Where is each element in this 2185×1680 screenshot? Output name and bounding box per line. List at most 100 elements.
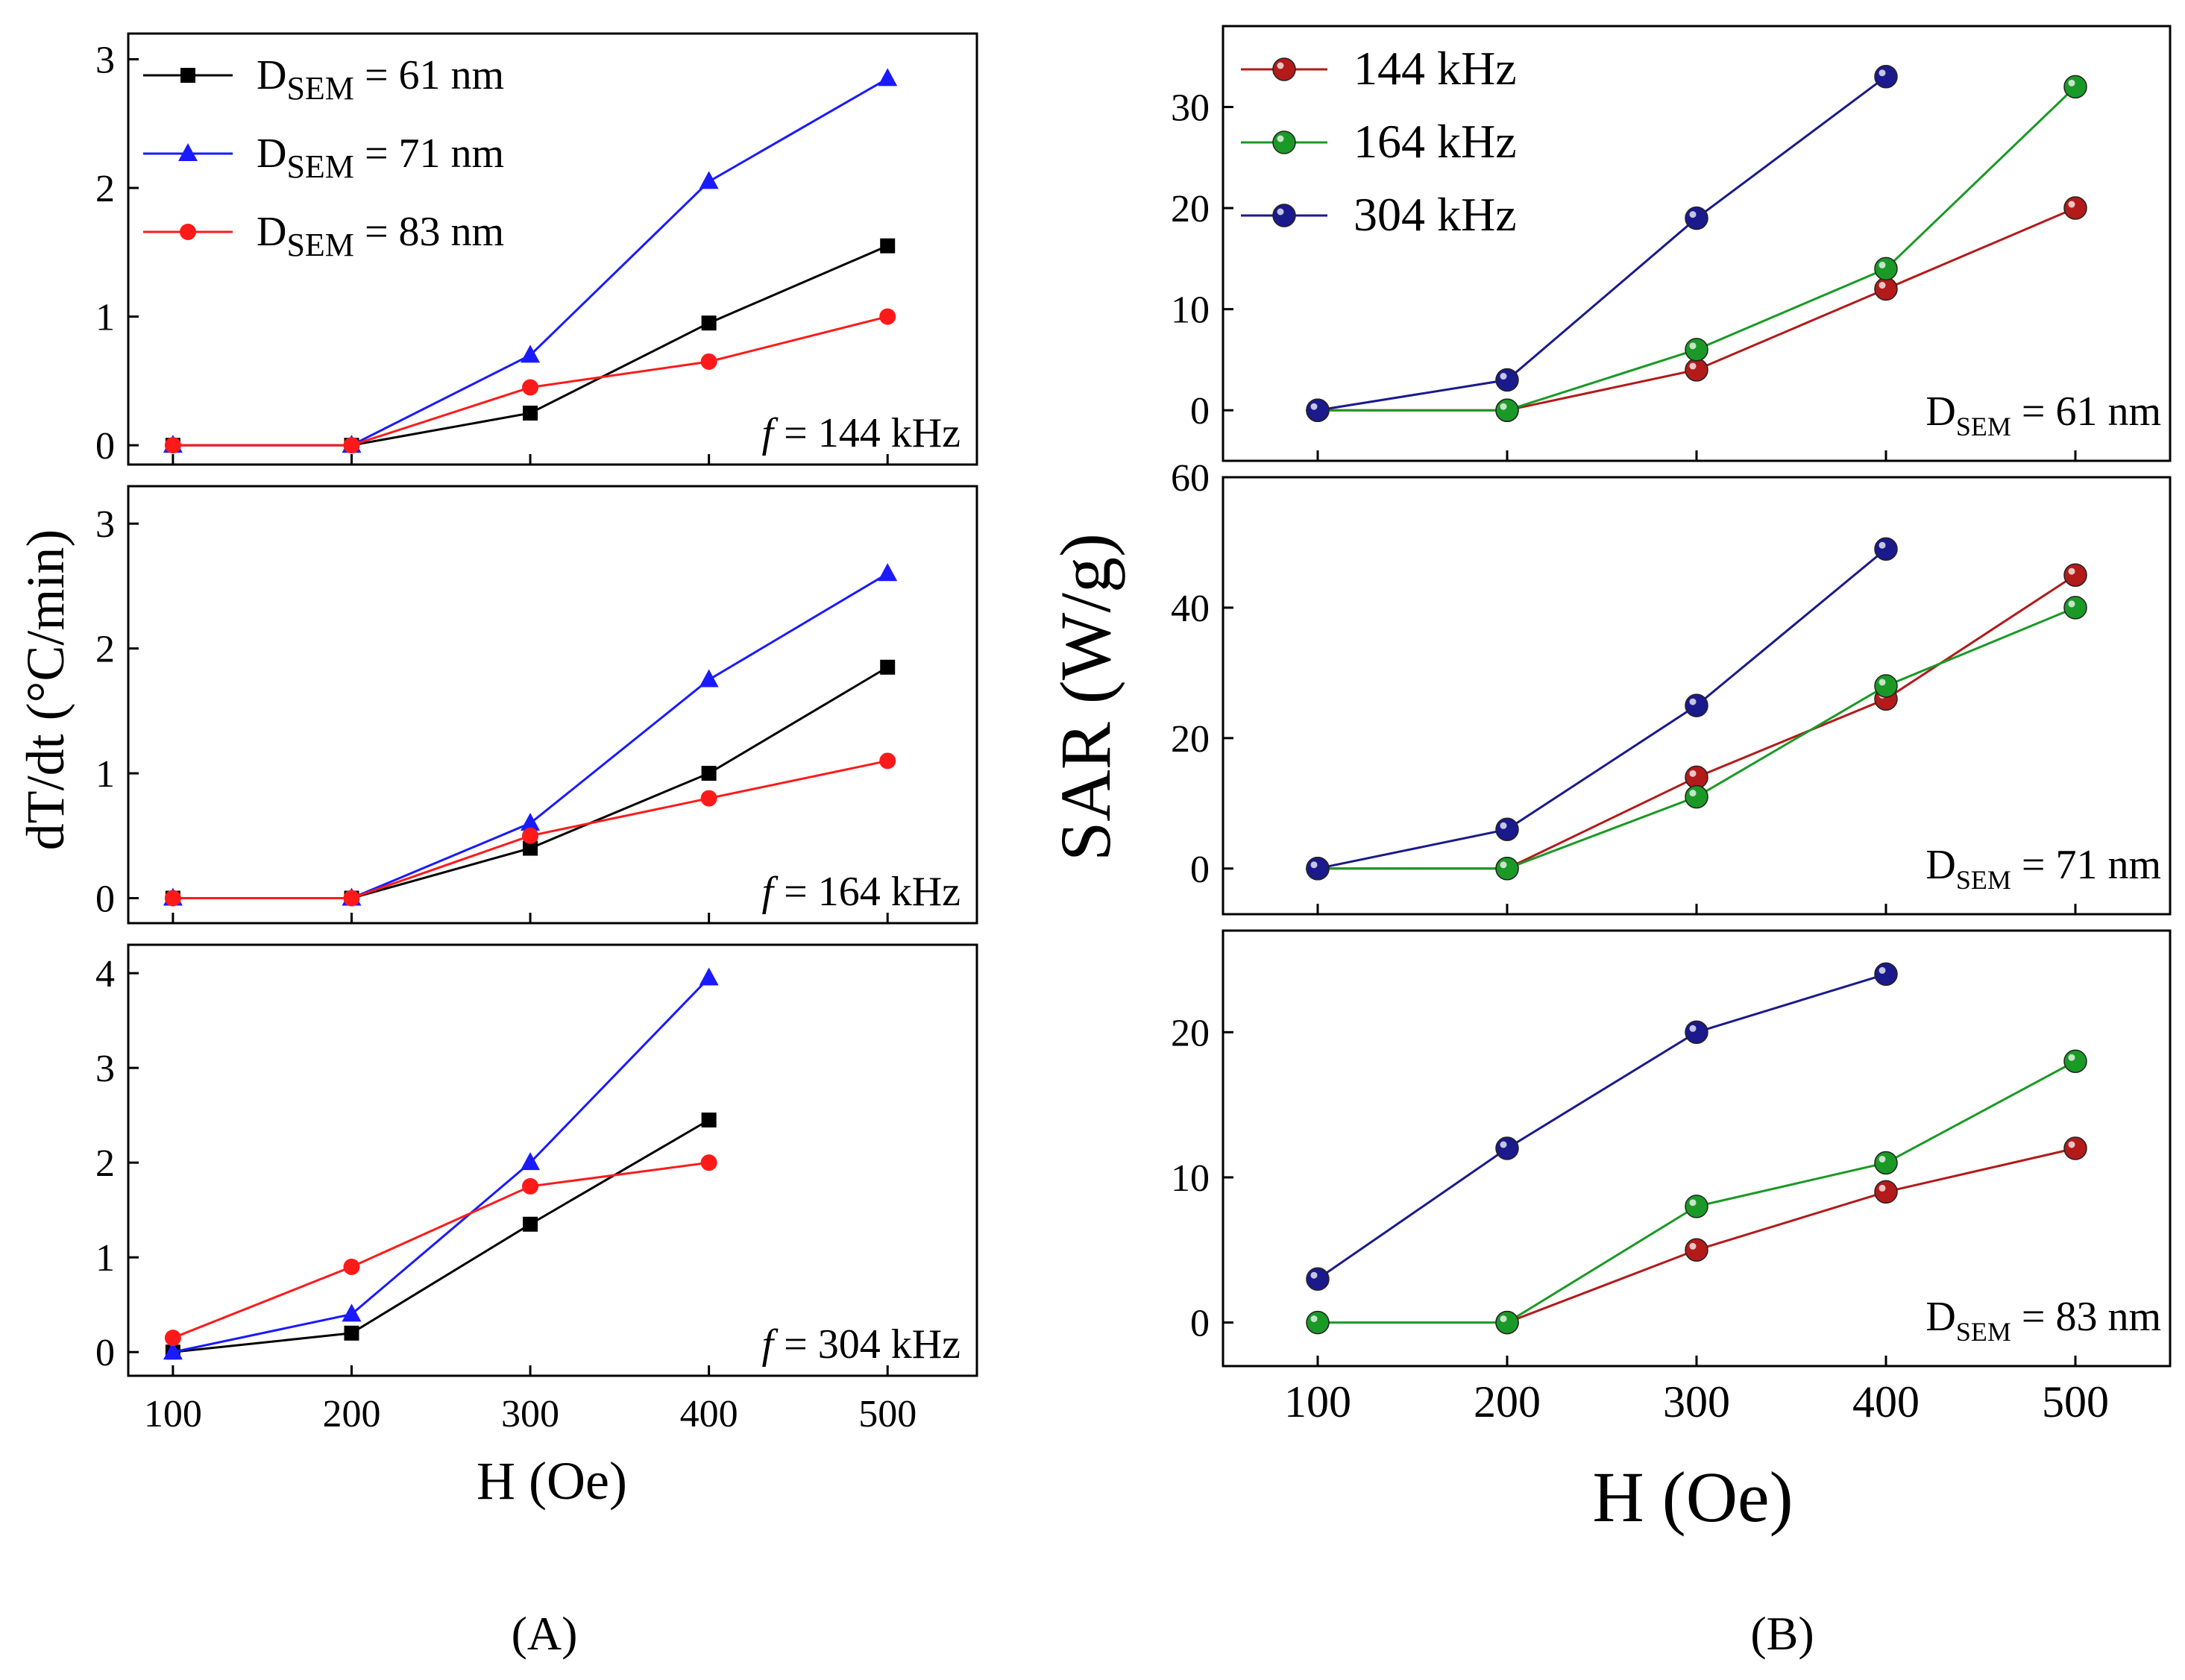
panel-label-a: (A) (512, 1607, 578, 1660)
data-point-d83-300 (522, 1177, 539, 1195)
legend-label-d61: DSEM = 61 nm (257, 52, 504, 107)
data-point-f304-200 (1495, 368, 1519, 392)
plot-frame (127, 485, 978, 925)
y-tick-label: 10 (1171, 1157, 1210, 1200)
chart-a3-304khz: 0 1 2 3 4 100 200 300 400 500 f = 304 kHz (95, 943, 978, 1435)
x-tick-label: 200 (1474, 1377, 1541, 1426)
data-point-f144-300 (1685, 1238, 1708, 1262)
data-point-d71-100 (163, 1341, 183, 1360)
data-point-f304-200 (1495, 817, 1519, 842)
data-point-f304-400-highlight (1879, 69, 1886, 77)
series-line-f304 (1317, 548, 1887, 870)
data-point-d83-100 (164, 437, 181, 454)
data-point-f304-100-highlight (1310, 403, 1318, 410)
data-point-f164-400-highlight (1879, 679, 1886, 686)
data-point-f164-200 (1495, 1310, 1519, 1335)
data-point-f144-400 (1874, 1180, 1898, 1204)
data-point-f164-400-highlight (1879, 1155, 1886, 1163)
x-tick-label: 500 (2042, 1377, 2109, 1426)
y-tick-label: 1 (95, 297, 115, 339)
data-point-d83-500 (879, 308, 896, 325)
legend-label-d83: DSEM = 83 nm (257, 209, 504, 263)
series-line-f144 (1506, 1147, 2076, 1324)
y-tick-label: 0 (95, 1332, 115, 1374)
data-point-f144-300-highlight (1689, 1242, 1697, 1250)
data-point-d61-500 (880, 238, 896, 254)
x-tick-label: 300 (1663, 1377, 1730, 1426)
data-point-f164-500-highlight (2068, 600, 2075, 608)
y-tick-label: 20 (1171, 1012, 1210, 1054)
data-point-f304-100-highlight (1310, 861, 1318, 869)
data-point-d71-300 (521, 1152, 541, 1171)
axis-title-a-y: dT/dt (°C/min) (16, 529, 75, 851)
data-point-f304-200-highlight (1500, 1141, 1507, 1148)
x-tick-label: 100 (1284, 1377, 1351, 1426)
legend-marker-d83 (180, 224, 196, 240)
frequency-annotation: f = 304 kHz (762, 1321, 961, 1368)
data-point-f144-300-highlight (1689, 362, 1697, 370)
frequency-annotation: f = 144 kHz (762, 410, 961, 456)
chart-a2-164khz: 0 1 2 3 f = 164 kHz (95, 485, 978, 925)
data-point-f164-200-highlight (1500, 861, 1507, 869)
data-point-d71-300 (521, 813, 541, 831)
chart-a1-144khz: 0 1 2 3 f = 144 kHz DSEM = 61 nm DSEM = 71 nm D… (95, 32, 978, 468)
data-point-d83-400 (700, 353, 717, 370)
data-point-f164-400-highlight (1879, 261, 1886, 268)
data-point-f304-200-highlight (1500, 373, 1507, 380)
data-point-f304-400-highlight (1879, 541, 1886, 549)
chart-b1-dsem-61nm: 0 10 20 30 DSEM = 61 nm 144 kHz 164 kHz 304 kHz (1171, 25, 2172, 462)
series-line-f304 (1317, 75, 1887, 412)
data-point-d83-200 (343, 1258, 360, 1275)
data-point-f164-400 (1874, 1151, 1898, 1175)
dsem-annotation: DSEM = 61 nm (1925, 388, 2161, 441)
legend-marker-f164 (1272, 130, 1296, 154)
data-point-d61-400 (701, 1113, 717, 1128)
series-line-d71 (172, 977, 710, 1353)
data-point-f164-200-highlight (1500, 1315, 1507, 1323)
data-point-d83-200 (343, 437, 360, 454)
data-point-d71-300 (521, 345, 541, 363)
data-point-f304-300-highlight (1689, 698, 1697, 705)
data-point-d71-500 (878, 563, 898, 582)
series-line-f164 (1318, 606, 2076, 870)
legend-label-f164: 164 kHz (1354, 115, 1517, 168)
y-tick-label: 2 (95, 629, 115, 671)
data-point-f164-300-highlight (1689, 1199, 1697, 1206)
data-point-f144-500 (2063, 196, 2087, 220)
data-point-f304-300-highlight (1689, 211, 1697, 218)
data-point-f144-500 (2063, 563, 2087, 587)
data-point-f164-300-highlight (1689, 342, 1697, 350)
chart-b2-dsem-71nm: 0 20 40 60 DSEM = 71 nm (1171, 457, 2172, 916)
x-tick-label: 100 (144, 1393, 202, 1435)
x-tick-label: 400 (1852, 1377, 1920, 1426)
data-point-f144-500 (2063, 1136, 2087, 1160)
panel-label-b: (B) (1750, 1607, 1814, 1660)
data-point-d71-500 (878, 68, 898, 86)
data-point-f144-500-highlight (2068, 1141, 2075, 1148)
data-point-f304-300 (1685, 1020, 1708, 1045)
legend-marker-f144-highlight (1277, 62, 1284, 69)
data-point-f304-300 (1685, 206, 1708, 230)
data-point-f304-200 (1495, 1136, 1519, 1160)
y-tick-label: 1 (95, 753, 115, 796)
y-tick-label: 0 (1190, 849, 1210, 891)
data-point-f164-500-highlight (2068, 79, 2075, 86)
y-tick-label: 60 (1171, 457, 1210, 500)
series-line-f304 (1317, 972, 1887, 1280)
series-line-d83 (172, 1161, 709, 1339)
data-point-f164-300 (1685, 784, 1708, 809)
y-tick-label: 40 (1171, 588, 1210, 630)
legend-marker-f164-highlight (1277, 135, 1284, 142)
data-point-d61-400 (701, 766, 717, 781)
series-line-d61 (172, 1119, 710, 1353)
y-tick-label: 2 (95, 1142, 115, 1185)
data-point-d61-300 (523, 1216, 538, 1232)
frequency-annotation: f = 164 kHz (762, 869, 961, 915)
data-point-d71-400 (699, 967, 719, 986)
data-point-d61-400 (701, 315, 717, 331)
data-point-f304-400-highlight (1879, 966, 1886, 974)
series-line-f164 (1318, 1060, 2076, 1324)
data-point-d83-200 (343, 890, 360, 907)
axis-title-b-y: SAR (W/g) (1046, 533, 1125, 861)
